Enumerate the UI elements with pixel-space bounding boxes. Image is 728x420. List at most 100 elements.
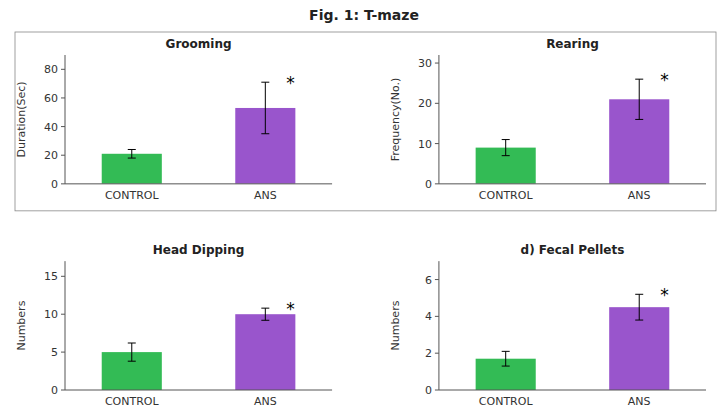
y-tick-label: 0 — [425, 178, 432, 191]
y-axis-label: Numbers — [15, 300, 28, 350]
y-tick-label: 60 — [44, 92, 58, 105]
error-line — [505, 140, 506, 156]
error-line — [131, 149, 132, 158]
error-cap — [635, 320, 643, 321]
error-cap — [128, 361, 136, 362]
subplot: Grooming Duration(Sec) 0 20 40 60 80 CONTROL ANS… — [15, 37, 332, 202]
y-tick — [61, 126, 65, 127]
x-axis — [439, 183, 706, 184]
error-bar — [261, 82, 269, 134]
y-tick — [435, 316, 439, 317]
annotation: * — [660, 285, 669, 305]
y-tick-label: 6 — [425, 274, 432, 287]
y-tick-label: 10 — [418, 138, 432, 151]
error-cap — [635, 79, 643, 80]
error-cap — [128, 343, 136, 344]
y-tick — [61, 155, 65, 156]
subplot-title: Grooming — [166, 37, 232, 51]
error-bar — [128, 149, 136, 158]
error-line — [265, 308, 266, 320]
y-axis-label: Frequency(No.) — [389, 78, 402, 162]
y-axis — [65, 261, 66, 390]
y-axis-label: Numbers — [389, 300, 402, 350]
y-tick-label: 0 — [425, 384, 432, 397]
y-tick-label: 15 — [44, 270, 58, 283]
error-cap — [502, 351, 510, 352]
marks — [102, 82, 296, 184]
y-tick — [61, 183, 65, 184]
y-axis — [438, 261, 439, 390]
y-tick-label: 20 — [44, 149, 58, 162]
x-tick-label: CONTROL — [105, 395, 160, 408]
subplot-title: d) Fecal Pellets — [521, 243, 625, 257]
x-tick-label: ANS — [628, 395, 651, 408]
y-tick — [435, 183, 439, 184]
figure: Fig. 1: T-mazeGroomingDuration(Sec)02040… — [0, 0, 728, 420]
error-cap — [128, 149, 136, 150]
error-line — [639, 79, 640, 119]
subplot-title: Rearing — [546, 37, 599, 51]
x-tick-label: CONTROL — [479, 395, 534, 408]
error-cap — [261, 82, 269, 83]
error-cap — [502, 139, 510, 140]
y-tick — [61, 69, 65, 70]
error-line — [131, 343, 132, 361]
x-axis — [65, 183, 332, 184]
y-axis-label: Duration(Sec) — [15, 81, 28, 157]
marks — [476, 294, 670, 390]
error-line — [265, 82, 266, 134]
x-axis — [439, 390, 706, 391]
y-tick-label: 40 — [44, 121, 58, 134]
error-cap — [635, 294, 643, 295]
x-axis — [65, 390, 332, 391]
error-line — [639, 294, 640, 320]
x-tick-label: ANS — [254, 395, 277, 408]
y-tick — [435, 279, 439, 280]
y-tick-label: 30 — [418, 57, 432, 70]
error-bar — [261, 308, 269, 320]
top-row-frame — [15, 32, 716, 211]
x-tick-label: ANS — [628, 189, 651, 202]
error-cap — [261, 133, 269, 134]
y-tick — [435, 143, 439, 144]
y-tick-label: 4 — [425, 310, 432, 323]
error-cap — [261, 308, 269, 309]
y-tick-label: 2 — [425, 347, 432, 360]
error-cap — [635, 119, 643, 120]
y-tick-label: 5 — [51, 346, 58, 359]
y-tick-label: 0 — [51, 178, 58, 191]
subplot: Head DippingNumbers051015CONTROLANS* — [15, 243, 332, 408]
y-tick-label: 80 — [44, 63, 58, 76]
y-tick — [435, 63, 439, 64]
x-tick-label: CONTROL — [479, 189, 534, 202]
annotation: * — [286, 299, 295, 319]
error-cap — [261, 320, 269, 321]
y-tick — [61, 97, 65, 98]
y-tick — [61, 390, 65, 391]
error-cap — [502, 366, 510, 367]
subplot: Rearing Frequency(No.) 0 10 20 30 CONTROL ANS * — [389, 37, 706, 202]
y-tick — [61, 314, 65, 315]
error-bar — [128, 343, 136, 361]
y-tick — [435, 103, 439, 104]
y-tick-label: 0 — [51, 384, 58, 397]
bar — [609, 307, 669, 390]
y-tick-label: 20 — [418, 97, 432, 110]
y-tick — [435, 353, 439, 354]
error-line — [505, 351, 506, 366]
x-tick-label: CONTROL — [105, 189, 160, 202]
marks — [102, 308, 296, 390]
bar — [235, 314, 295, 390]
bar — [102, 154, 162, 184]
figure-title: Fig. 1: T-maze — [309, 7, 419, 23]
x-tick-label: ANS — [254, 189, 277, 202]
error-bar — [502, 351, 510, 366]
error-cap — [502, 155, 510, 156]
y-axis — [65, 55, 66, 184]
marks — [476, 79, 670, 184]
subplot-title: Head Dipping — [153, 243, 245, 257]
annotation: * — [660, 70, 669, 90]
error-bar — [635, 79, 643, 119]
y-tick — [61, 352, 65, 353]
y-tick — [61, 276, 65, 277]
